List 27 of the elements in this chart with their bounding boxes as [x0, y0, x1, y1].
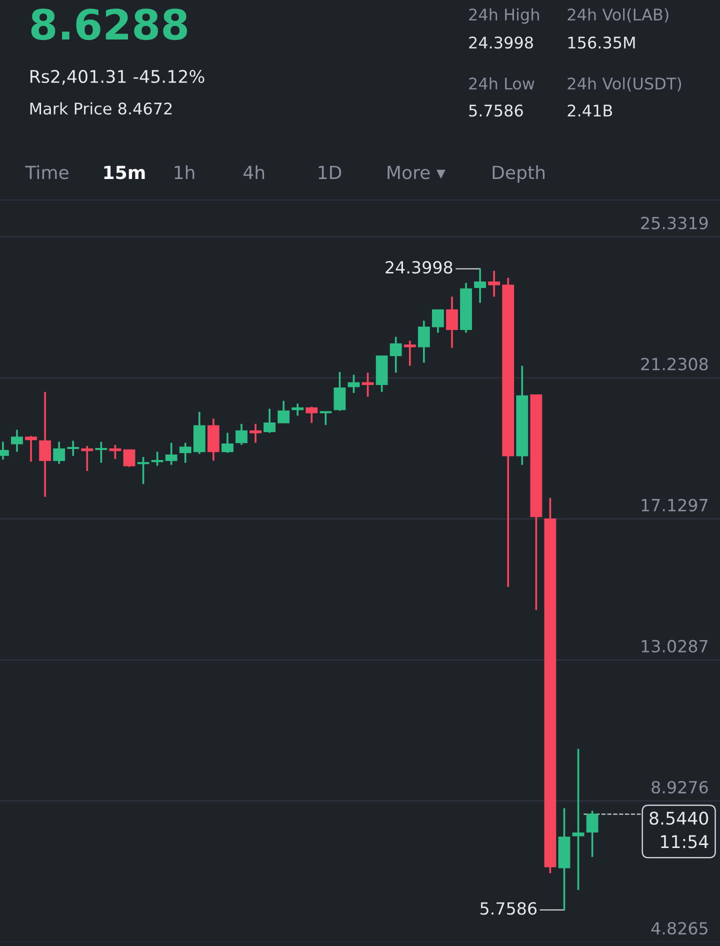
text: 2.41B — [568, 104, 612, 116]
text: Mark Price 8.4672 — [30, 102, 172, 115]
text: 24.3998 — [469, 36, 533, 49]
text: 1D — [318, 166, 342, 179]
y-tick-label: 21.2308 — [641, 358, 708, 370]
text: 15m — [104, 166, 145, 180]
annotation: 5.7586 — [480, 902, 537, 915]
text: Time — [25, 165, 68, 180]
y-tick-label: 17.1297 — [642, 498, 708, 512]
ref-line-label: 8.5440 11:54 — [650, 812, 708, 848]
y-tick-label: 13.0287 — [642, 640, 708, 652]
chart-subtitle: Rs2,401.31 -45.12% — [30, 70, 204, 85]
text: 24h Vol(LAB) — [568, 8, 668, 23]
text: More ▾ — [388, 166, 446, 180]
text: Depth — [492, 165, 545, 183]
text: 1h — [174, 165, 194, 179]
y-tick-label: 4.8265 — [651, 922, 708, 935]
y-tick-label: 8.9276 — [652, 780, 708, 794]
text: 156.35M — [568, 36, 635, 49]
text: 24h Low — [469, 77, 534, 90]
annotation: 24.3998 — [386, 261, 452, 274]
text: 24h High — [469, 8, 539, 24]
text: 24h Vol(USDT) — [568, 77, 682, 92]
y-tick-label: 25.3319 — [641, 216, 708, 230]
text: 5.7586 — [469, 104, 523, 117]
text: 4h — [244, 165, 264, 179]
chart-title: 8.6288 — [31, 8, 187, 40]
